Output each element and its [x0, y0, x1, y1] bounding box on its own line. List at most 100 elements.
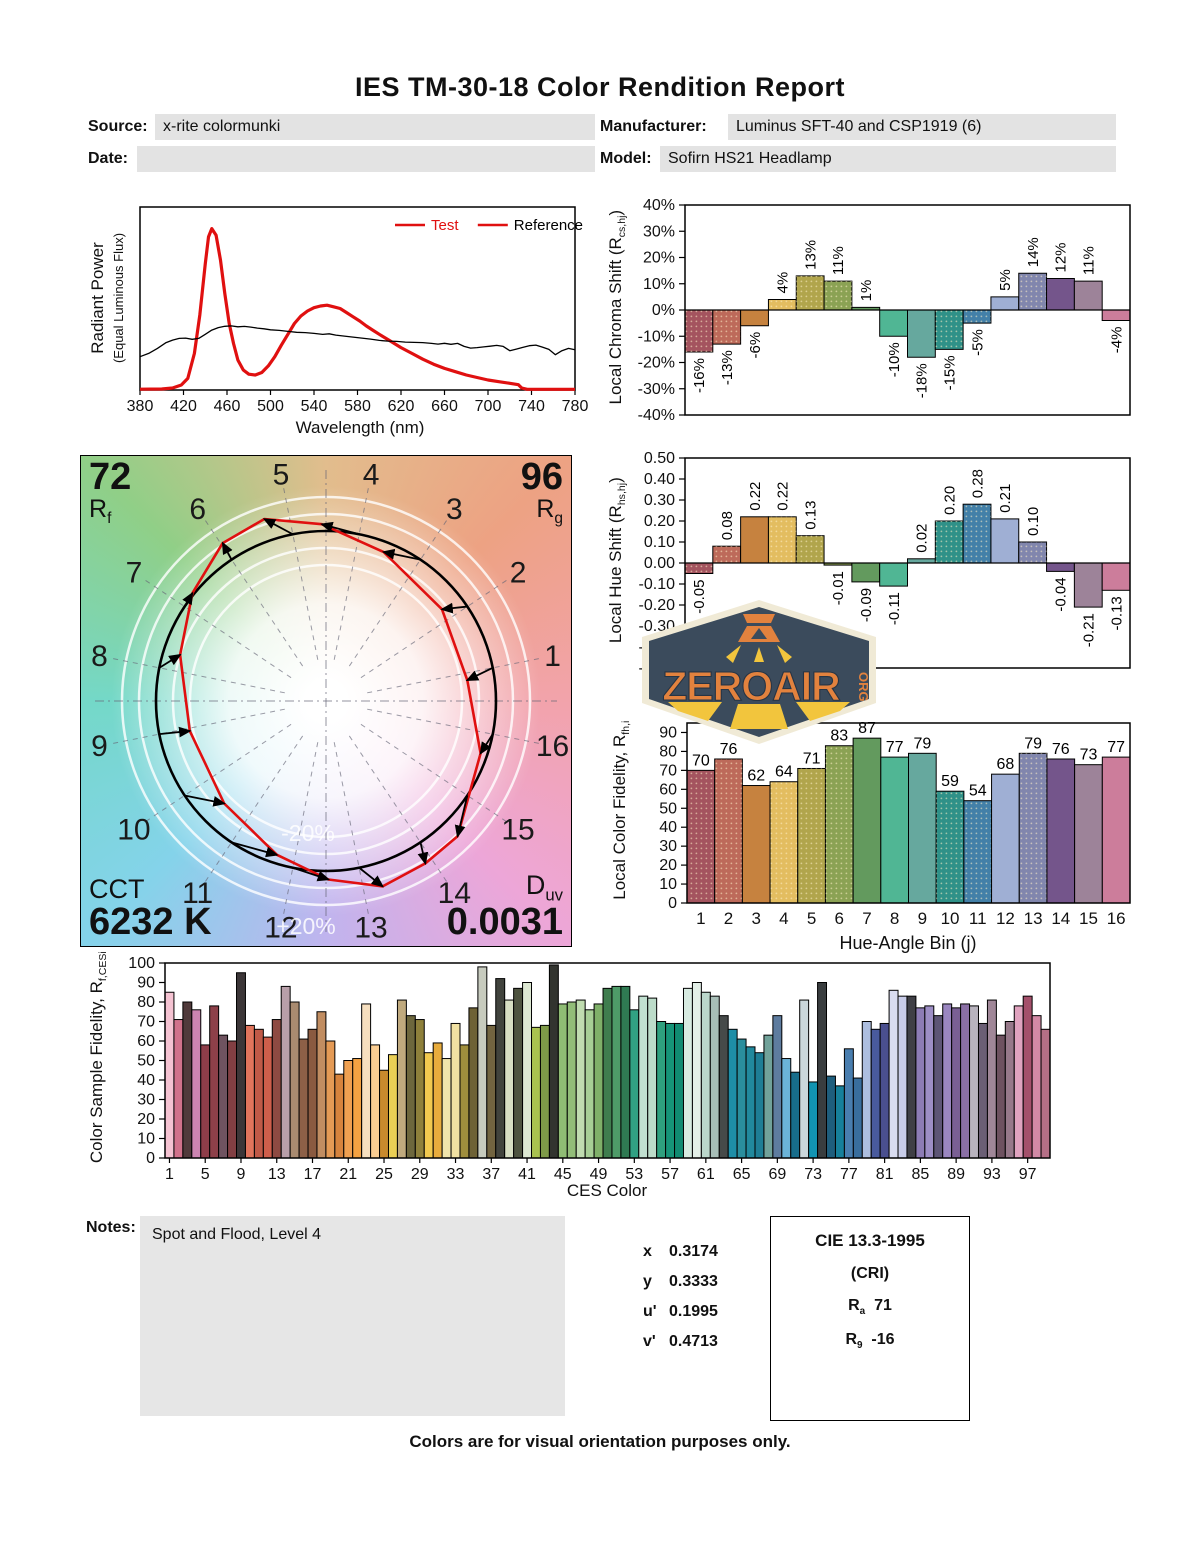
notes-label: Notes:: [86, 1219, 136, 1236]
svg-text:0.21: 0.21: [997, 484, 1014, 513]
svg-text:61: 61: [697, 1166, 715, 1183]
svg-text:29: 29: [411, 1166, 429, 1183]
svg-text:59: 59: [941, 773, 959, 790]
svg-text:79: 79: [1024, 735, 1042, 752]
svg-text:-30%: -30%: [638, 381, 675, 398]
svg-text:9: 9: [918, 909, 927, 928]
svg-text:8: 8: [91, 640, 108, 673]
duv-value: Duv 0.0031: [446, 869, 563, 944]
svg-text:54: 54: [969, 783, 987, 800]
chromaticity-row: x 0.3174: [643, 1243, 718, 1260]
svg-text:70: 70: [692, 752, 710, 769]
svg-text:780: 780: [562, 398, 589, 415]
svg-text:20: 20: [137, 1111, 155, 1128]
svg-text:460: 460: [214, 398, 241, 415]
svg-text:580: 580: [344, 398, 371, 415]
svg-text:87: 87: [858, 720, 876, 737]
svg-text:53: 53: [625, 1166, 643, 1183]
svg-text:500: 500: [257, 398, 284, 415]
svg-text:4%: 4%: [775, 272, 792, 294]
svg-text:0.20: 0.20: [941, 486, 958, 515]
svg-text:20: 20: [659, 857, 677, 874]
svg-text:0: 0: [668, 895, 677, 912]
svg-text:0.20: 0.20: [644, 513, 675, 530]
date-value: [137, 146, 595, 172]
svg-text:65: 65: [733, 1166, 751, 1183]
svg-text:-10%: -10%: [638, 328, 675, 345]
svg-text:9: 9: [91, 730, 108, 763]
svg-text:620: 620: [388, 398, 415, 415]
svg-text:0.40: 0.40: [644, 471, 675, 488]
notes-box: Spot and Flood, Level 4: [140, 1216, 565, 1416]
svg-text:10: 10: [137, 1131, 155, 1148]
svg-text:40: 40: [137, 1072, 155, 1089]
manufacturer-value: Luminus SFT-40 and CSP1919 (6): [728, 114, 1116, 140]
zeroair-logo: ZEROAIR ORG: [642, 600, 876, 744]
svg-text:15: 15: [1079, 909, 1098, 928]
hue-shift-chart: 0.500.400.300.200.100.00-0.10-0.20-0.30-…: [639, 450, 1131, 675]
svg-text:13: 13: [1024, 909, 1043, 928]
source-value: x-rite colormunki: [155, 114, 595, 140]
chromaticity-row: u' 0.1995: [643, 1303, 718, 1320]
svg-text:16: 16: [1107, 909, 1126, 928]
svg-text:89: 89: [947, 1166, 965, 1183]
svg-text:-13%: -13%: [719, 350, 736, 385]
svg-text:700: 700: [475, 398, 502, 415]
svg-text:-40%: -40%: [638, 407, 675, 424]
svg-text:10: 10: [117, 813, 150, 846]
svg-text:16: 16: [536, 730, 569, 763]
svg-text:49: 49: [590, 1166, 608, 1183]
svg-text:0.22: 0.22: [747, 482, 764, 511]
svg-text:93: 93: [983, 1166, 1001, 1183]
svg-text:-20%: -20%: [281, 820, 335, 846]
svg-text:-0.01: -0.01: [830, 571, 847, 605]
svg-text:76: 76: [1052, 741, 1070, 758]
svg-text:12%: 12%: [1053, 242, 1070, 272]
rg-score: 96 Rg: [520, 456, 563, 527]
svg-text:15: 15: [501, 813, 534, 846]
svg-text:-0.10: -0.10: [639, 576, 676, 593]
svg-text:4: 4: [779, 909, 788, 928]
svg-text:71: 71: [803, 750, 821, 767]
cie-subtitle: (CRI): [850, 1265, 890, 1282]
svg-text:85: 85: [911, 1166, 929, 1183]
svg-text:77: 77: [840, 1166, 858, 1183]
svg-text:14: 14: [1051, 909, 1070, 928]
svg-text:9: 9: [237, 1166, 246, 1183]
model-label: Model:: [600, 150, 652, 167]
svg-text:73: 73: [804, 1166, 822, 1183]
svg-text:100: 100: [128, 955, 155, 972]
svg-text:-0.05: -0.05: [691, 580, 708, 614]
svg-text:57: 57: [661, 1166, 679, 1183]
svg-text:0.10: 0.10: [644, 534, 675, 551]
svg-text:-16%: -16%: [691, 358, 708, 393]
svg-text:64: 64: [775, 764, 793, 781]
svg-text:0.00: 0.00: [644, 555, 675, 572]
svg-text:-0.11: -0.11: [886, 592, 903, 625]
svg-text:12: 12: [996, 909, 1015, 928]
svg-text:-0.09: -0.09: [858, 588, 875, 622]
svg-text:81: 81: [876, 1166, 894, 1183]
svg-text:60: 60: [137, 1033, 155, 1050]
spd-x-axis-label: Wavelength (nm): [295, 418, 425, 437]
svg-text:420: 420: [170, 398, 197, 415]
svg-text:14: 14: [438, 877, 471, 910]
svg-text:2: 2: [510, 557, 527, 590]
svg-text:7: 7: [126, 557, 143, 590]
svg-text:1: 1: [165, 1166, 174, 1183]
svg-text:3: 3: [446, 493, 463, 526]
svg-text:-4%: -4%: [1108, 327, 1125, 354]
svg-text:6: 6: [835, 909, 844, 928]
svg-text:4: 4: [363, 458, 380, 491]
svg-text:-0.20: -0.20: [639, 597, 676, 614]
svg-text:62: 62: [747, 768, 765, 785]
svg-text:-0.21: -0.21: [1081, 613, 1098, 647]
headlamp-icon: [726, 614, 792, 663]
svg-text:17: 17: [304, 1166, 322, 1183]
svg-text:0.22: 0.22: [775, 482, 792, 511]
svg-text:50: 50: [137, 1053, 155, 1070]
cri-r9-value: R9 -16: [845, 1331, 895, 1352]
svg-text:79: 79: [913, 735, 931, 752]
